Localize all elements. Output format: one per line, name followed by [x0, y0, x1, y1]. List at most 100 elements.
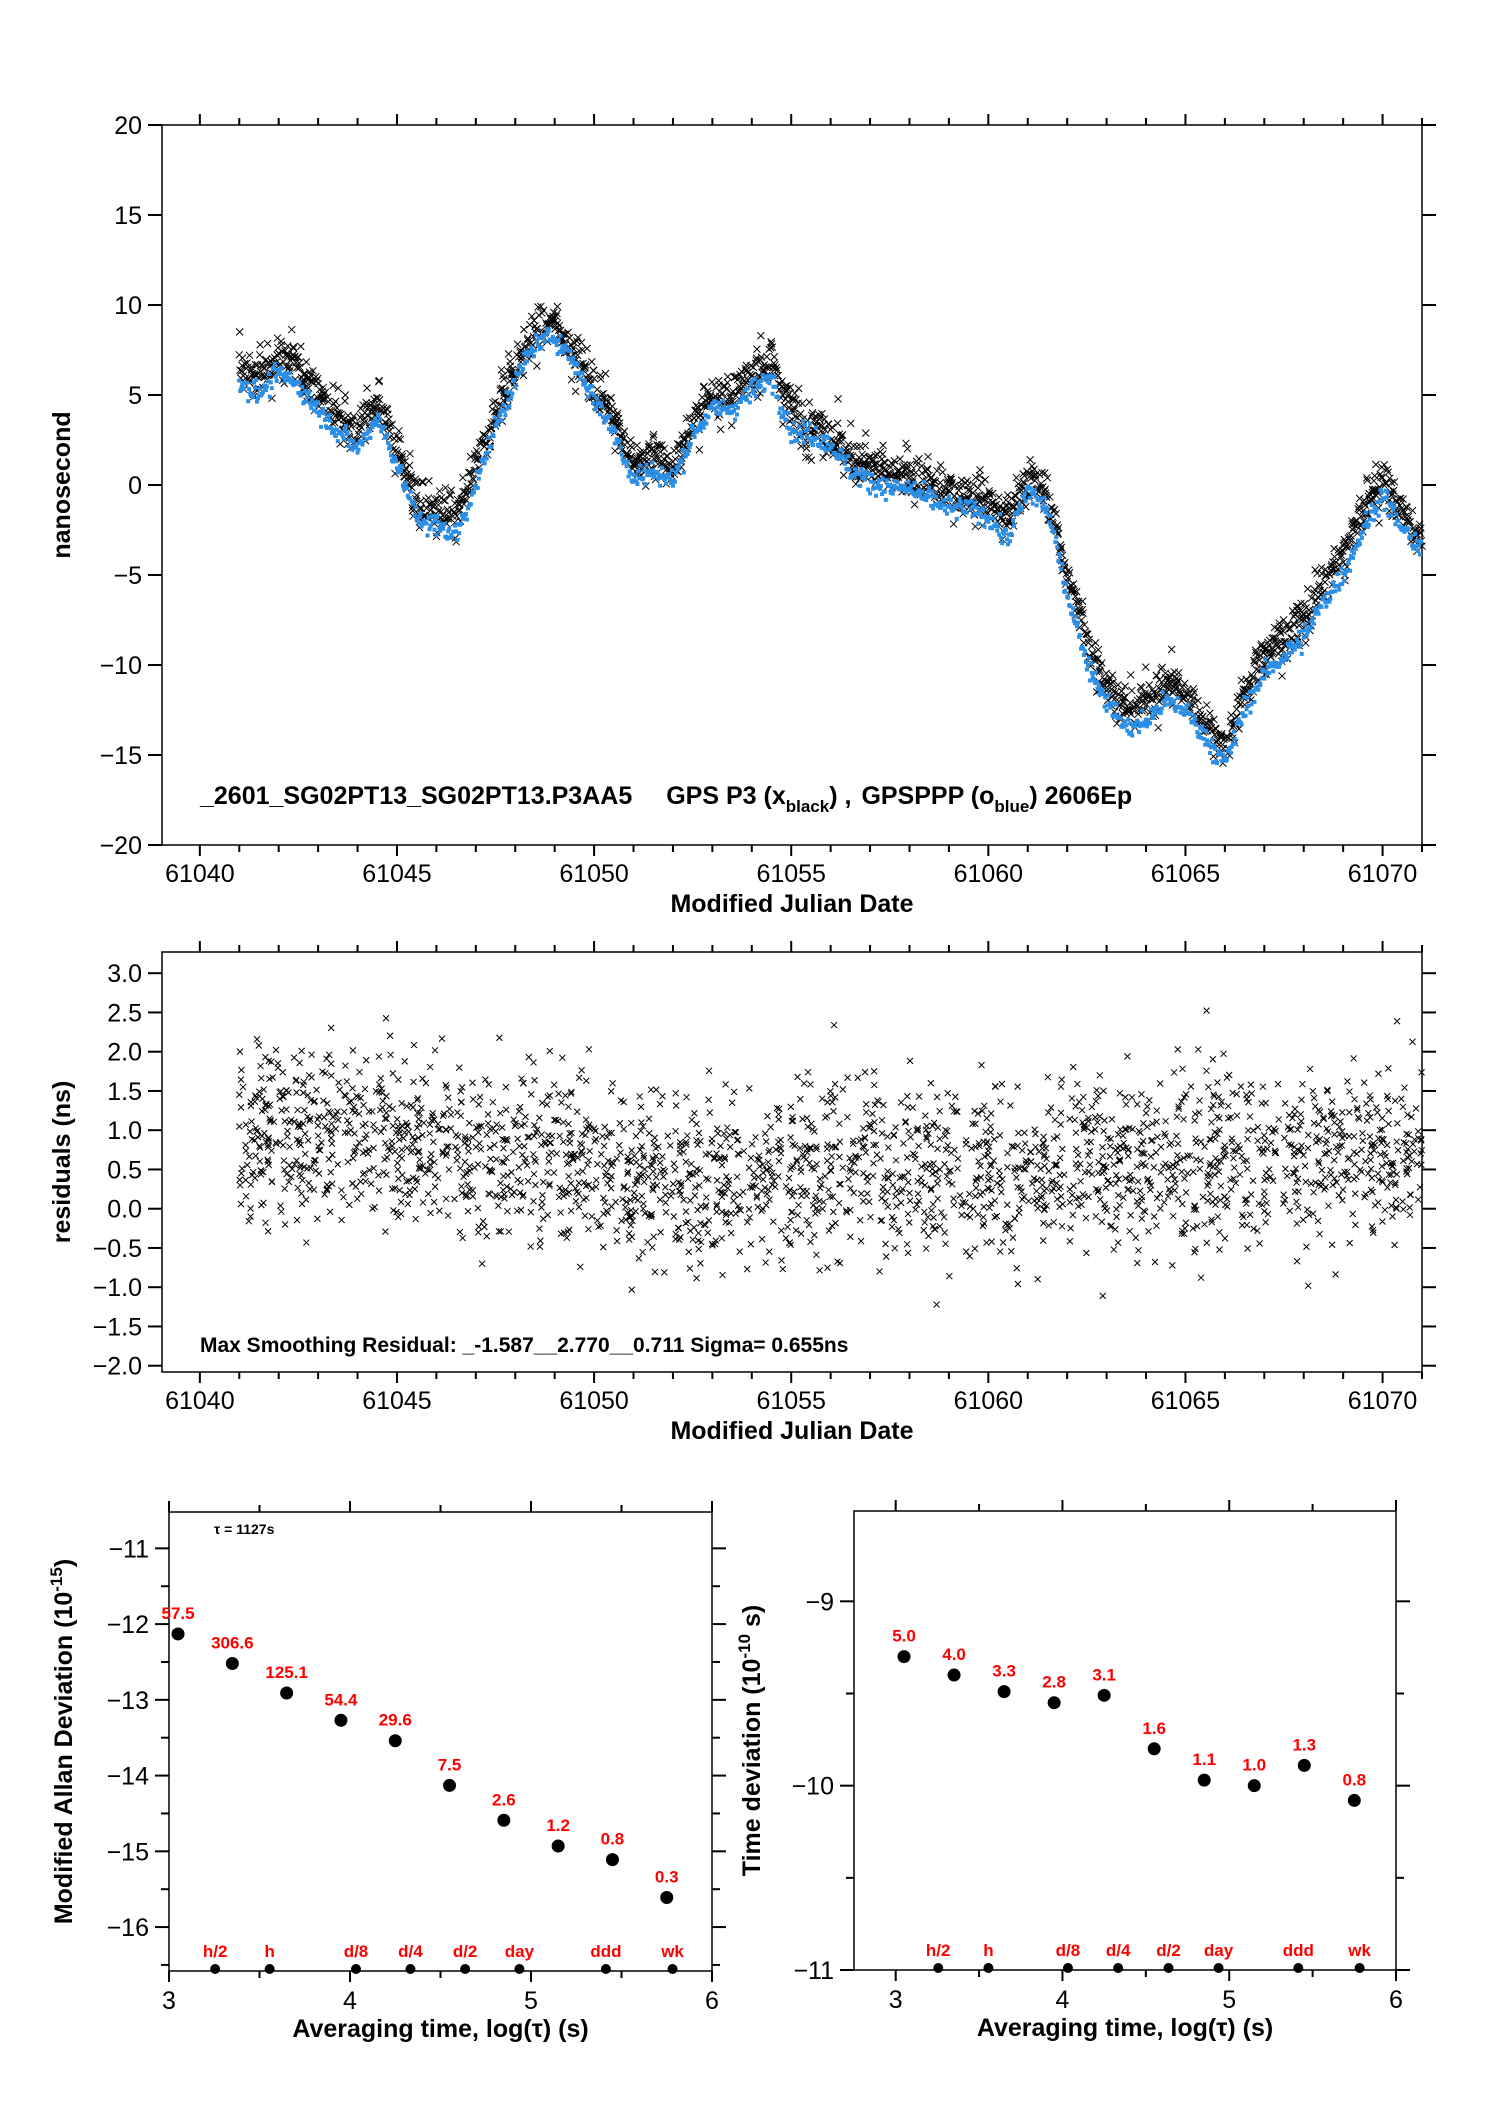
gpsppp-point — [788, 431, 793, 436]
residual-point — [296, 1059, 304, 1067]
gps-p3-point — [1085, 635, 1094, 644]
gpsppp-point — [273, 374, 278, 379]
gps-p3-point — [933, 466, 941, 475]
gpsppp-point — [1230, 741, 1235, 746]
gps-p3-point — [875, 461, 884, 470]
gpsppp-point — [1140, 708, 1145, 713]
gps-p3-point — [1202, 701, 1211, 709]
gpsppp-point — [1259, 676, 1264, 681]
gpsppp-point — [847, 467, 852, 472]
residual-point — [1192, 1156, 1200, 1163]
gpsppp-point — [1090, 675, 1095, 680]
gps-p3-point — [1080, 620, 1089, 629]
gps-p3-point — [396, 435, 405, 444]
residual-point — [612, 1198, 619, 1206]
gps-p3-point — [1302, 603, 1310, 612]
residual-point — [1385, 1107, 1392, 1115]
residual-point — [396, 1186, 403, 1194]
gps-p3-point — [1217, 731, 1226, 740]
gpsppp-point — [254, 377, 259, 382]
gpsppp-point — [536, 335, 541, 340]
gpsppp-point — [1101, 692, 1106, 697]
residual-point — [552, 1116, 560, 1124]
gps-p3-point — [324, 397, 333, 406]
y-tick-label: 0.5 — [107, 1156, 142, 1184]
gps-p3-point — [910, 500, 919, 509]
gps-p3-point — [838, 430, 847, 439]
residual-point — [1184, 1169, 1191, 1177]
gpsppp-point — [676, 464, 681, 469]
residual-point — [831, 1080, 839, 1088]
gpsppp-point — [427, 527, 432, 532]
gpsppp-point — [327, 418, 332, 423]
gpsppp-point — [643, 482, 648, 487]
gpsppp-point — [717, 401, 722, 406]
gpsppp-point — [1396, 519, 1401, 524]
gps-p3-point — [727, 421, 736, 430]
gpsppp-point — [981, 507, 986, 512]
residual-point — [1034, 1275, 1042, 1283]
residual-point — [405, 1128, 413, 1136]
residual-point — [1138, 1140, 1145, 1148]
y-tick-label: 15 — [114, 202, 142, 230]
gpsppp-point — [267, 394, 272, 399]
gpsppp-point — [954, 516, 959, 521]
gps-p3-point — [1356, 522, 1365, 530]
gpsppp-point — [799, 430, 804, 435]
y-tick-label: 0.0 — [107, 1196, 142, 1224]
gps-p3-point — [1360, 499, 1369, 508]
residual-point — [293, 1157, 300, 1164]
residual-point — [1220, 1050, 1227, 1058]
gps-p3-point — [596, 371, 605, 380]
gps-p3-point — [788, 396, 797, 405]
gps-p3-point — [786, 383, 795, 392]
residual-point — [1203, 1007, 1210, 1015]
residual-point — [1243, 1221, 1251, 1229]
gpsppp-point — [1304, 633, 1309, 638]
residual-point — [483, 1131, 491, 1139]
residual-point — [371, 1126, 379, 1134]
gps-p3-point — [1344, 540, 1352, 549]
residual-point — [1007, 1247, 1015, 1255]
legend: _2601_SG02PT13_SG02PT13.P3AA5 GPS P3 (xbl… — [199, 782, 1132, 816]
gpsppp-point — [1160, 690, 1165, 695]
gpsppp-point — [1143, 722, 1148, 727]
residual-point — [1201, 1220, 1208, 1228]
residual-point — [1247, 1081, 1255, 1088]
residual-point — [1216, 1246, 1223, 1253]
residual-point — [1124, 1152, 1132, 1160]
gps-p3-point — [1120, 694, 1129, 702]
gpsppp-point — [533, 333, 538, 338]
series-residuals — [235, 1007, 1426, 1308]
gpsppp-point — [580, 371, 585, 376]
gps-p3-point — [985, 489, 994, 497]
residual-point — [1384, 1065, 1392, 1072]
residual-point — [575, 1190, 582, 1198]
residual-point — [1082, 1214, 1090, 1222]
residual-point — [878, 1194, 885, 1202]
gpsppp-point — [846, 454, 851, 459]
residual-point — [998, 1175, 1006, 1183]
residual-point — [963, 1211, 971, 1219]
gpsppp-point — [1387, 501, 1392, 506]
residual-point — [371, 1203, 379, 1211]
residual-point — [1205, 1083, 1212, 1091]
gps-p3-point — [818, 422, 827, 430]
gps-p3-point — [1165, 685, 1173, 694]
residual-point — [1078, 1106, 1086, 1114]
y-tick-label: −1.0 — [93, 1274, 142, 1302]
gps-p3-point — [821, 425, 829, 434]
residual-point — [990, 1157, 998, 1165]
gpsppp-point — [683, 454, 688, 459]
gps-p3-point — [1209, 715, 1218, 724]
gpsppp-point — [1409, 534, 1414, 539]
gpsppp-point — [1072, 619, 1077, 624]
residual-point — [857, 1190, 865, 1198]
gpsppp-point — [563, 343, 568, 348]
gpsppp-point — [255, 396, 260, 401]
gpsppp-point — [442, 521, 447, 526]
gpsppp-point — [1202, 737, 1207, 742]
residual-point — [252, 1152, 260, 1160]
residual-point — [1197, 1138, 1205, 1146]
residual-point — [745, 1085, 753, 1092]
